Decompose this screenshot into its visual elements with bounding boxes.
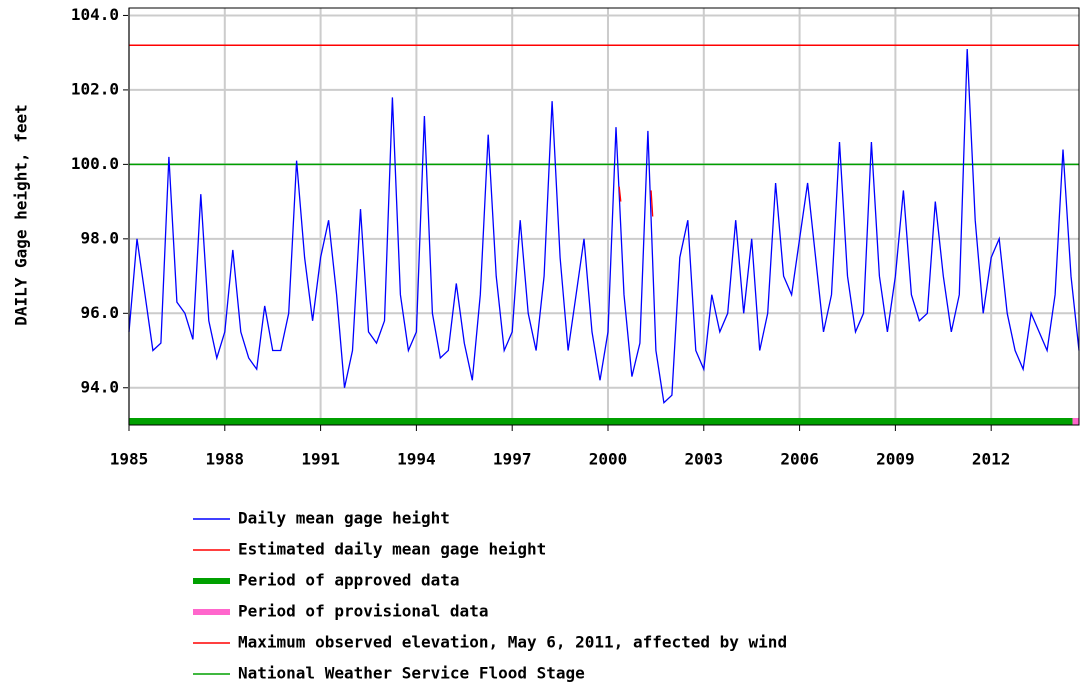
x-tick-label: 2012 — [972, 450, 1011, 469]
legend-label: Maximum observed elevation, May 6, 2011,… — [238, 633, 787, 652]
period-bar — [1072, 418, 1079, 425]
series-line — [618, 186, 654, 217]
y-axis-label: DAILY Gage height, feet — [12, 104, 31, 326]
plot-frame — [128, 7, 1080, 426]
x-tick-label: 1997 — [493, 450, 532, 469]
y-tick-label: 102.0 — [71, 79, 119, 98]
x-tick-label: 2003 — [685, 450, 724, 469]
x-tick-label: 2006 — [780, 450, 819, 469]
x-tick-label: 2000 — [589, 450, 628, 469]
legend-label: Period of provisional data — [238, 602, 488, 621]
x-tick-label: 1988 — [206, 450, 245, 469]
y-tick-label: 100.0 — [71, 154, 119, 173]
legend-label: Period of approved data — [238, 571, 460, 590]
legend-label: National Weather Service Flood Stage — [238, 664, 585, 683]
legend-label: Estimated daily mean gage height — [238, 540, 546, 559]
y-tick-label: 98.0 — [80, 228, 119, 247]
y-tick-label: 96.0 — [80, 303, 119, 322]
x-tick-label: 1985 — [110, 450, 149, 469]
legend-label: Daily mean gage height — [238, 509, 450, 528]
y-tick-label: 94.0 — [80, 377, 119, 396]
x-tick-label: 1991 — [301, 450, 340, 469]
x-tick-label: 1994 — [397, 450, 436, 469]
x-tick-label: 2009 — [876, 450, 915, 469]
period-bar — [129, 418, 1073, 425]
y-tick-label: 104.0 — [71, 5, 119, 24]
series-line — [128, 48, 1080, 405]
